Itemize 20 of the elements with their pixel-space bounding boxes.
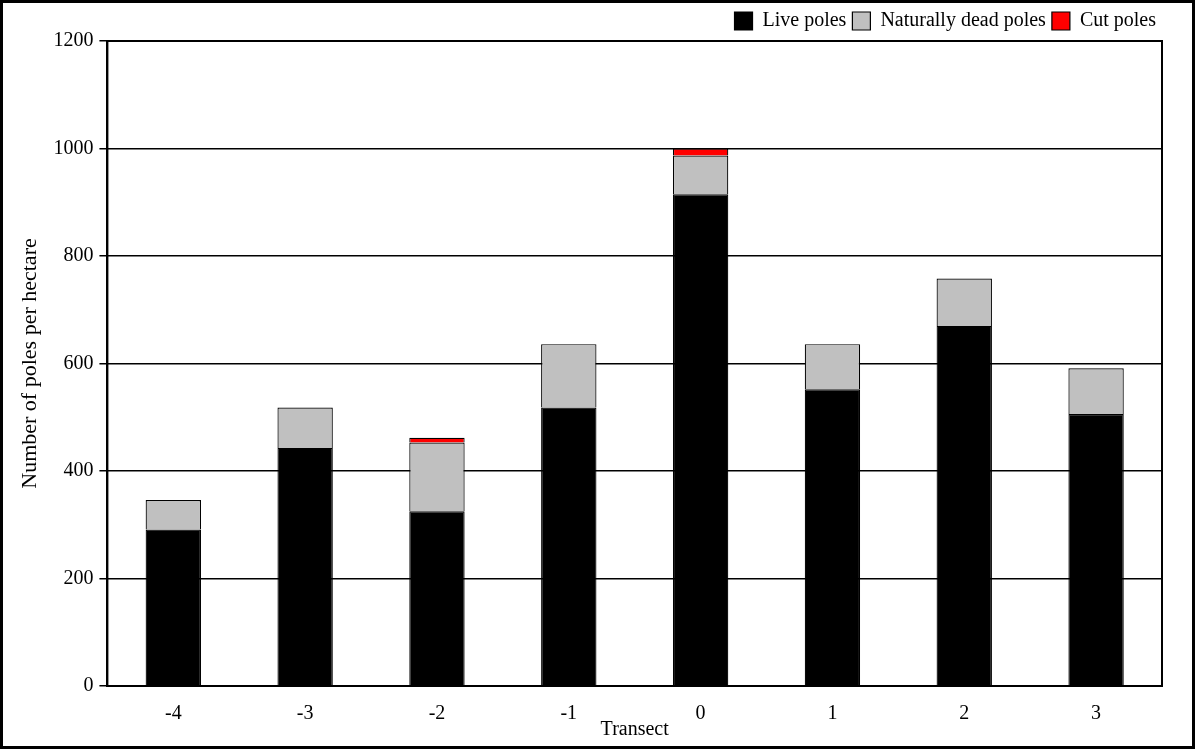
y-tick-label: 600 xyxy=(63,350,94,373)
y-tick-label: 800 xyxy=(63,243,94,266)
x-tick-label: 0 xyxy=(695,701,706,724)
x-tick-label: -3 xyxy=(296,701,314,724)
x-axis-title: Transect xyxy=(600,717,670,740)
x-tick-label: -1 xyxy=(560,701,578,724)
y-axis-title: Number of poles per hectare xyxy=(15,238,41,489)
legend-label: Naturally dead poles xyxy=(880,8,1047,32)
x-tick-label: 2 xyxy=(959,701,970,724)
y-tick-label: 0 xyxy=(83,673,94,696)
x-tick-label: 3 xyxy=(1091,701,1102,724)
x-tick-label: -4 xyxy=(164,701,182,724)
y-tick-label: 1000 xyxy=(53,135,94,158)
y-tick-label: 1200 xyxy=(53,28,94,51)
y-tick-label: 400 xyxy=(63,458,94,481)
x-tick-label: 1 xyxy=(827,701,838,724)
legend-label: Cut poles xyxy=(1079,8,1157,32)
y-tick-label: 200 xyxy=(63,565,94,588)
x-tick-label: -2 xyxy=(428,701,446,724)
legend-label: Live poles xyxy=(762,8,847,32)
